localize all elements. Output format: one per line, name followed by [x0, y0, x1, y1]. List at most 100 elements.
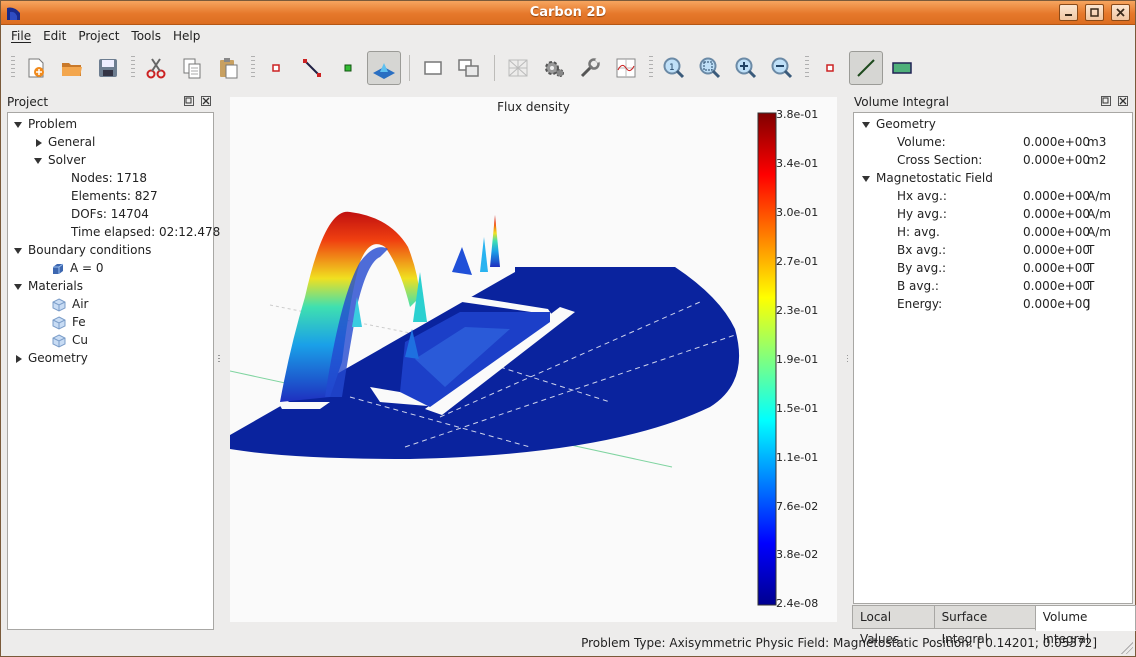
surface-integral-button[interactable]	[849, 51, 883, 85]
postprocessor-mode-button[interactable]	[367, 51, 401, 85]
splitter-handle[interactable]	[218, 355, 220, 363]
toolbar-handle[interactable]	[805, 56, 809, 80]
field-spike	[452, 247, 472, 275]
colorbar-label: 3.4e-01	[776, 157, 819, 170]
cut-button[interactable]	[139, 51, 173, 85]
tree-material-air[interactable]: Air	[52, 295, 88, 313]
minimize-button[interactable]	[1059, 4, 1078, 21]
menu-project[interactable]: Project	[78, 29, 120, 43]
toolbar-handle[interactable]	[251, 56, 255, 80]
resize-grip[interactable]	[1121, 642, 1133, 654]
tree-elements[interactable]: Elements: 827	[71, 189, 158, 203]
tree-boundary-conditions[interactable]: Boundary conditions	[14, 241, 151, 259]
paste-button[interactable]	[211, 51, 245, 85]
tab-volume-integral[interactable]: Volume Integral	[1034, 605, 1136, 646]
toolbar-handle[interactable]	[131, 56, 135, 80]
tree-material-cu[interactable]: Cu	[52, 331, 88, 349]
menu-help[interactable]: Help	[172, 29, 201, 43]
volume-value: 0.000e+00	[1023, 135, 1091, 149]
edge-mode-button[interactable]	[295, 51, 329, 85]
zoom-out-button[interactable]	[765, 51, 799, 85]
open-icon	[62, 63, 82, 76]
zoom-region-button[interactable]	[693, 51, 727, 85]
tree-problem[interactable]: Problem	[14, 115, 77, 133]
float-icon	[185, 97, 192, 104]
tree-boundary-item[interactable]: A = 0	[52, 259, 104, 277]
open-button[interactable]	[55, 51, 89, 85]
tree-field-group[interactable]: Magnetostatic Field	[862, 169, 993, 187]
float-icon	[1102, 97, 1109, 104]
cross-section-value: 0.000e+00	[1023, 153, 1091, 167]
tree-geometry[interactable]: Geometry	[14, 349, 88, 367]
grid-line	[349, 301, 736, 448]
surface-icon	[892, 62, 912, 74]
solve-button[interactable]	[537, 51, 571, 85]
tree-nodes[interactable]: Nodes: 1718	[71, 171, 147, 185]
maximize-icon	[1090, 8, 1099, 17]
menu-tools[interactable]: Tools	[131, 29, 161, 43]
tree-general[interactable]: General	[34, 133, 95, 151]
chart-button[interactable]	[609, 51, 643, 85]
app-icon	[7, 7, 20, 20]
settings-button[interactable]	[573, 51, 607, 85]
new-button[interactable]	[19, 51, 53, 85]
toolbar-handle[interactable]	[11, 56, 15, 80]
label-mode-button[interactable]	[331, 51, 365, 85]
close-icon	[1119, 97, 1127, 105]
tree-materials[interactable]: Materials	[14, 277, 83, 295]
local-point-button[interactable]	[813, 51, 847, 85]
toolbar-handle[interactable]	[649, 56, 653, 80]
result-label: Hx avg.:	[897, 189, 947, 203]
volume-integral-panel: Volume Integral Geometry Volume: 0.000e+…	[848, 90, 1135, 630]
add-rectangle-button[interactable]	[416, 51, 450, 85]
tab-surface-integral[interactable]: Surface Integral	[933, 605, 1036, 646]
cut-icon	[146, 58, 166, 79]
field-surface	[325, 247, 388, 397]
menu-file[interactable]: File	[11, 29, 32, 43]
domain-cut	[425, 307, 575, 415]
field-spike	[352, 297, 362, 327]
tree-material-fe[interactable]: Fe	[52, 313, 86, 331]
colorbar-label: 3.8e-01	[776, 108, 819, 121]
tree-label: Geometry	[28, 351, 88, 365]
cross-section-label: Cross Section:	[897, 153, 983, 167]
zoom-in-icon	[735, 57, 757, 79]
collapsed-icon	[36, 138, 42, 147]
tree-geometry-group[interactable]: Geometry	[862, 115, 936, 133]
tree-label: Magnetostatic Field	[876, 171, 993, 185]
save-button[interactable]	[91, 51, 125, 85]
menu-edit[interactable]: Edit	[43, 29, 67, 43]
project-tree[interactable]: Problem General Solver Nodes: 1718 Eleme…	[7, 112, 220, 630]
tree-time[interactable]: Time elapsed: 02:12.478	[71, 225, 221, 239]
maximize-button[interactable]	[1085, 4, 1104, 21]
result-unit: J	[1087, 297, 1091, 311]
zoom-in-button[interactable]	[729, 51, 763, 85]
node-mode-button[interactable]	[259, 51, 293, 85]
transform-button[interactable]	[452, 51, 486, 85]
postprocessor-view[interactable]: Flux density	[230, 97, 837, 622]
copy-button[interactable]	[175, 51, 209, 85]
float-button[interactable]	[1101, 96, 1111, 106]
float-button[interactable]	[184, 96, 194, 106]
save-icon	[99, 59, 117, 77]
field-spike	[405, 329, 419, 359]
tree-dofs[interactable]: DOFs: 14704	[71, 207, 149, 221]
project-panel-title: Project	[7, 95, 49, 109]
close-panel-button[interactable]	[1118, 96, 1128, 106]
zoom-best-fit-button[interactable]: 1	[657, 51, 691, 85]
close-button[interactable]	[1111, 4, 1130, 21]
volume-integral-button[interactable]	[885, 51, 919, 85]
result-unit: A/m	[1087, 225, 1111, 239]
volume-integral-tree[interactable]: Geometry Volume: 0.000e+00 m3 Cross Sect…	[853, 112, 1133, 604]
expanded-icon	[862, 175, 870, 182]
paste-icon	[220, 58, 238, 79]
tree-label: Fe	[72, 315, 86, 329]
expanded-icon	[14, 283, 22, 290]
create-mesh-button[interactable]	[501, 51, 535, 85]
close-panel-button[interactable]	[201, 96, 211, 106]
result-label: B avg.:	[897, 279, 939, 293]
tab-local-values[interactable]: Local Values	[852, 605, 935, 646]
tree-solver[interactable]: Solver	[34, 151, 86, 169]
collapsed-icon	[16, 354, 22, 363]
expanded-icon	[34, 157, 42, 164]
